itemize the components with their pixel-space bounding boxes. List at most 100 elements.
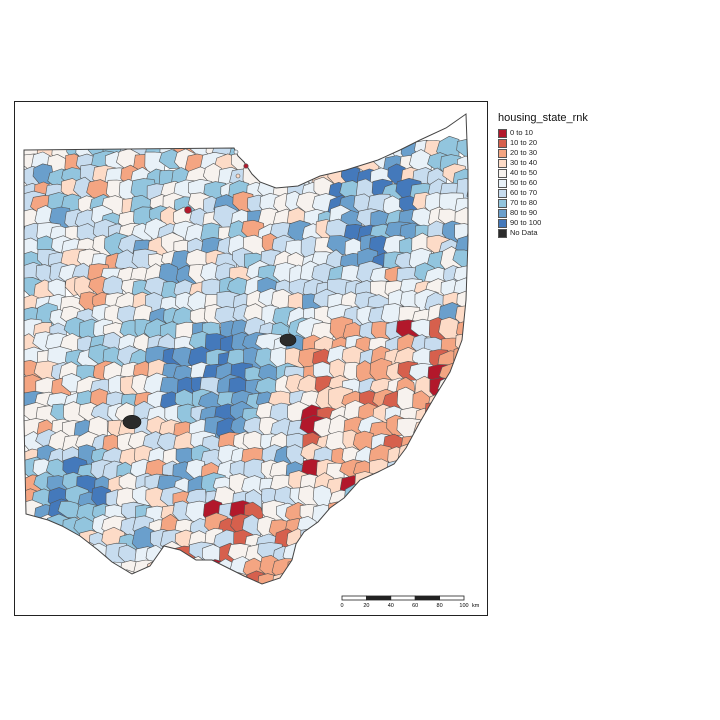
tract-region [368,559,393,584]
legend-item: No Data [498,228,588,238]
tract-region [326,558,353,580]
tract-region [383,472,409,499]
scale-unit: km [472,603,480,609]
tract-region [287,559,313,582]
tract-region [32,557,60,580]
tract-region [286,444,304,467]
tract-region [313,528,337,555]
tract-region [49,555,73,577]
tract-region [272,150,294,176]
tract-region [188,589,209,610]
tract-region [35,586,61,607]
tract-region [409,149,433,174]
tract-region [190,569,215,584]
scale-tick-0: 0 [340,603,343,609]
tract-region [454,489,468,514]
tract-region [242,587,266,610]
tract-region [439,445,468,469]
legend-item: 10 to 20 [498,138,588,148]
tract-region [465,322,468,350]
tract-region [452,513,468,535]
tract-region [412,572,431,584]
tract-region [465,503,468,528]
tract-region [453,346,468,371]
tract-region [440,392,466,417]
tract-region [354,569,376,584]
tract-region [316,582,342,584]
tract-region [466,275,468,302]
tract-region [400,531,428,559]
tract-region [339,545,361,567]
legend-label: 40 to 50 [510,168,538,177]
legend-label: 70 to 80 [510,198,538,207]
tract-region [341,576,365,584]
tract-region [302,154,330,179]
tract-region [340,516,365,545]
tract-region [273,137,295,159]
legend-swatch [498,138,507,148]
tract-region [48,573,75,584]
tract-region [471,532,492,558]
tract-region [470,209,494,231]
tract-region [60,569,86,584]
tract-region [343,556,371,581]
tract-region [384,544,410,573]
tract-region [88,569,110,584]
tract-region [453,499,468,526]
tract-region [371,505,397,524]
tract-region [423,543,449,573]
tract-region [133,570,161,584]
tract-region [228,572,249,584]
tract-region [452,392,468,414]
tract-region [354,532,377,559]
tract-region [90,591,115,614]
tract-region [173,556,196,583]
legend-title: housing_state_rnk [498,112,588,124]
tract-region [466,333,468,357]
tract-region [469,573,496,592]
tract-region [255,152,281,182]
tract-region [451,544,468,572]
tract-region [354,136,378,158]
tract-region [63,585,86,606]
tract-region [302,583,323,584]
legend-item: 60 to 70 [498,188,588,198]
tract-region [471,171,492,193]
tract-region [373,489,395,510]
tract-region [469,389,495,415]
tract-regions [24,134,496,615]
legend-item: 40 to 50 [498,168,588,178]
tract-region [331,570,357,584]
tract-region [456,442,468,470]
tract-region [24,571,39,584]
tract-region [357,500,378,522]
legend-items: 0 to 10 10 to 20 20 to 30 30 to 40 40 to 50 5… [498,128,588,238]
scale-tick-80: 80 [437,603,443,609]
tract-region [437,435,460,460]
tract-region [467,295,468,320]
tract-region [147,570,170,584]
tract-region [273,585,296,612]
tract-region [401,514,420,538]
tract-region [47,278,66,297]
tract-region [398,543,425,566]
state-outline [23,113,469,585]
legend-item: 80 to 90 [498,208,588,218]
tract-region [259,139,283,167]
legend-item: 50 to 60 [498,178,588,188]
tract-region [62,557,86,578]
tract-region [287,136,314,158]
tract-region [467,518,468,545]
tract-region [395,505,422,533]
legend-swatch [498,148,507,158]
tract-region [344,138,372,165]
tract-region [467,432,468,457]
tract-region [202,588,222,615]
scale-tick-100: 100 [459,603,468,609]
tract-region [454,573,468,584]
legend-item: 90 to 100 [498,218,588,228]
tract-region [425,434,451,455]
tract-region [428,557,456,581]
tract-region [24,583,44,584]
tract-region [162,555,188,576]
